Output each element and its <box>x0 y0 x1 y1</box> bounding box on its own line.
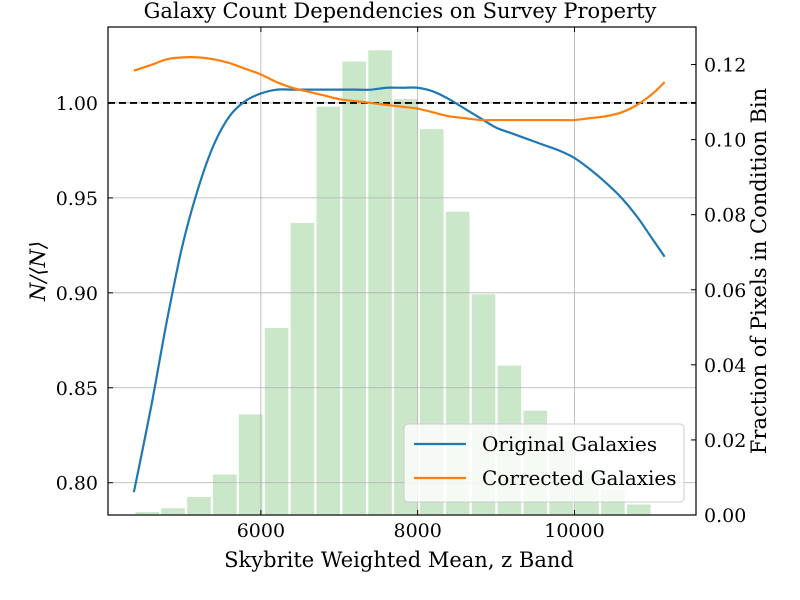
y2-tick-label: 0.04 <box>704 355 746 377</box>
histogram-bar <box>366 48 394 516</box>
histogram-bar <box>185 495 213 516</box>
histogram-bar <box>263 326 290 516</box>
ticks-layer: 6000 8000 10000 0.80 0.85 0.90 0.95 1.00 0.00 0.0… <box>56 27 746 542</box>
y-axis-label: N/⟨N⟩ <box>26 241 50 302</box>
histogram-bar <box>211 472 239 516</box>
y-tick-label: 0.80 <box>56 473 98 495</box>
histogram-bar <box>315 105 342 516</box>
histogram-bar <box>237 412 264 516</box>
y-tick-label: 0.90 <box>56 283 98 305</box>
x-tick-label: 10000 <box>544 520 604 542</box>
legend: Original Galaxies Corrected Galaxies <box>403 423 685 503</box>
y-tick-label: 0.85 <box>56 378 98 400</box>
y2-tick-label: 0.10 <box>704 130 746 152</box>
y2-tick-label: 0.08 <box>704 205 746 227</box>
y2-tick-label: 0.12 <box>704 55 746 77</box>
series-line-corrected <box>133 56 666 122</box>
y2-tick-label: 0.06 <box>704 280 746 302</box>
histogram-bar <box>340 60 368 516</box>
chart-title: Galaxy Count Dependencies on Survey Prop… <box>144 0 657 23</box>
x-tick-label: 6000 <box>237 520 285 542</box>
histogram-bar <box>159 506 187 516</box>
legend-label-original: Original Galaxies <box>482 432 657 456</box>
y2-axis-label: Fraction of Pixels in Condition Bin <box>747 88 771 454</box>
legend-label-corrected: Corrected Galaxies <box>482 466 677 490</box>
plot-frame <box>107 26 697 516</box>
series-line-original <box>132 86 666 493</box>
y-tick-label: 1.00 <box>56 93 98 115</box>
y2-tick-label: 0.00 <box>704 505 746 527</box>
histogram-bar <box>289 221 316 516</box>
y2-tick-label: 0.02 <box>704 430 746 452</box>
y-tick-label: 0.95 <box>56 188 98 210</box>
x-tick-label: 8000 <box>394 520 442 542</box>
x-axis-label: Skybrite Weighted Mean, z Band <box>224 548 574 572</box>
legend-box <box>403 423 685 503</box>
histogram-bar <box>625 502 653 516</box>
series-layer <box>132 56 666 493</box>
